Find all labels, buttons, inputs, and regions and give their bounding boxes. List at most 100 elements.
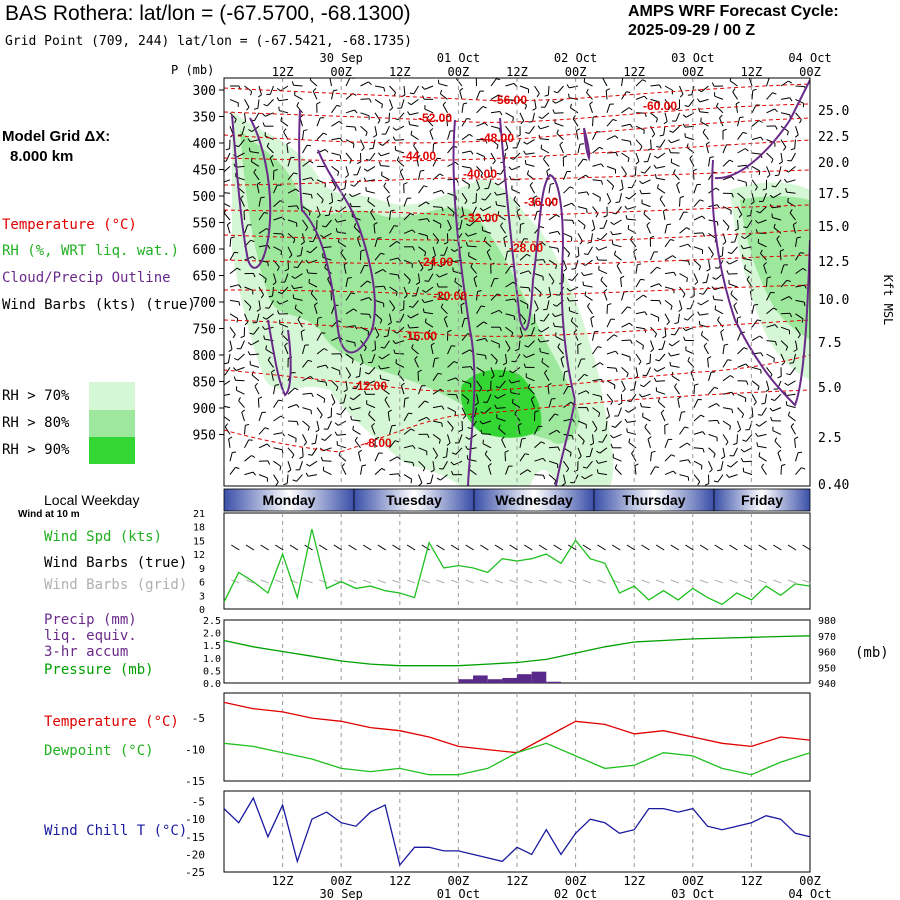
wind-barb-flag [393,225,399,227]
wind-barb-flag [468,184,470,189]
wind-barb [279,299,289,305]
wind-barb [432,219,442,225]
surface-wind-barb [465,544,474,551]
wind-barb [650,139,652,149]
wind-barb-flag [569,452,572,457]
wind-barb-flag [417,369,422,373]
wind-barb-flag [446,114,451,118]
wind-barb [751,304,755,314]
wind-barb [356,238,361,247]
surface-wind-barb [318,544,328,551]
wind-barb-flag [607,303,612,306]
wind-barb [737,192,745,200]
wind-barb-flag [789,97,793,102]
wind-barb [737,219,739,230]
wind-barb [459,90,463,100]
wind-barb-flag [776,235,780,240]
wind-barb-flag [615,368,618,373]
wind-barb [737,179,747,183]
wind-barb [606,192,612,202]
wind-barb [744,268,753,275]
wind-barb-flag [256,181,261,185]
wind-barb [284,273,289,283]
wind-barb-flag [755,423,760,427]
wind-barb [322,256,332,261]
wind-barb-flag [775,125,778,130]
surface-grid-barb [465,579,474,584]
wind-barb [244,99,250,108]
wind-barb-flag [350,415,353,420]
bottom-time-tick-label: 00Z [799,874,821,888]
wind-barb [374,285,385,288]
temperature-contour [224,254,810,265]
wind-barb-flag [463,102,468,105]
wind-barb-flag [482,372,485,377]
wind-barb-flag [379,374,382,379]
wind-barb-flag [476,187,480,192]
wind-barb [548,429,558,435]
wind-barb-flag [411,229,416,234]
wind-barb [403,273,411,281]
wind-barb [384,399,390,408]
cloud-outline-path [711,159,810,407]
wind-barb [337,420,347,426]
wind-barb-flag [407,102,412,106]
wind-barb [302,434,308,443]
temperature-contour [224,139,810,162]
wind-barb [744,232,753,240]
wind-barb-flag [456,394,459,399]
wind-barb-flag [277,291,283,295]
wind-barb [424,311,434,315]
wind-barb [496,417,506,422]
wind-barb [794,438,796,448]
surface-grid-barb [348,579,357,584]
wind-barb [409,326,419,329]
wind-barb-flag [607,201,612,205]
wind-barb [476,353,486,356]
wind-barb-flag [722,241,727,245]
wind-barb-flag [247,138,251,143]
wind-barb [621,152,630,159]
wind-barb-flag [427,434,430,439]
wind-barb [287,172,295,181]
wind-barb-flag [446,442,451,446]
wind-barb-flag [341,463,345,467]
wind-barb-flag [264,427,269,430]
top-time-tick-label: 00Z [682,65,704,79]
wind-barb [795,237,798,247]
wind-barb-flag [398,473,401,478]
wind-barb [606,165,616,170]
wind-barb-flag [794,134,799,138]
wind-barb [544,99,550,108]
wind-barb [432,189,442,194]
wind-barb [296,105,303,114]
wind-barb-flag [706,268,711,272]
wind-barb-flag [770,159,774,164]
wind-barb-flag [511,360,516,363]
wind-barb [279,323,289,328]
wind-barb-flag [523,363,526,368]
wind-barb [512,366,521,374]
wind-barb-flag [421,299,425,303]
wind-barb-flag [719,114,723,119]
wind-barb [253,172,260,181]
wind-barb [412,300,419,308]
wind-barb-flag [551,280,555,285]
wind-barb [244,112,247,122]
wind-barb-flag [600,163,604,168]
wind-barb [780,296,790,301]
wind-barb [383,185,390,194]
wind-barb [272,286,274,297]
wind-barb [251,161,260,167]
wind-barb-flag [436,283,439,288]
wind-barb [302,192,312,196]
wind-barb-flag [787,198,789,203]
wind-barb [795,126,799,135]
wind-barb-flag [750,289,755,292]
wind-barb-flag [773,223,776,228]
wind-barb-flag [465,242,468,247]
wind-barb [708,372,712,381]
wind-barb [641,203,651,208]
wind-barb [722,391,732,395]
wind-barb-flag [354,436,358,441]
